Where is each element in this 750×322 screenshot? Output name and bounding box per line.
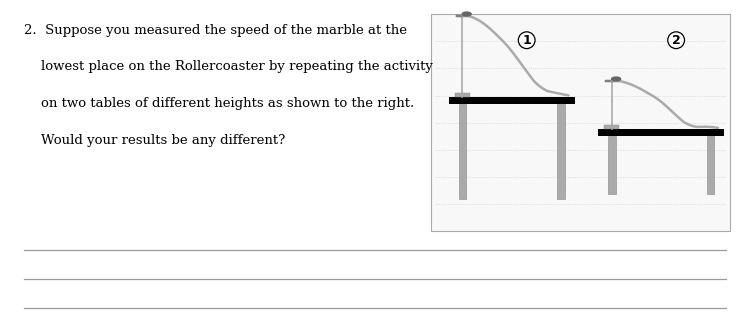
Bar — [706, 136, 714, 194]
Bar — [431, 14, 730, 231]
Bar — [456, 15, 470, 17]
Bar — [608, 136, 616, 194]
Bar — [459, 104, 466, 199]
Text: 2.  Suppose you measured the speed of the marble at the: 2. Suppose you measured the speed of the… — [24, 24, 406, 37]
Text: 2: 2 — [672, 34, 680, 47]
Bar — [605, 80, 619, 82]
Text: on two tables of different heights as shown to the right.: on two tables of different heights as sh… — [24, 97, 414, 110]
Bar — [598, 129, 724, 136]
Text: 1: 1 — [522, 34, 531, 47]
Circle shape — [612, 77, 620, 81]
Bar — [604, 125, 619, 129]
Bar — [455, 93, 470, 97]
Circle shape — [462, 12, 471, 16]
Text: Would your results be any different?: Would your results be any different? — [24, 134, 285, 147]
Bar — [557, 104, 565, 199]
Text: lowest place on the Rollercoaster by repeating the activity: lowest place on the Rollercoaster by rep… — [24, 61, 433, 73]
Bar — [449, 97, 574, 104]
